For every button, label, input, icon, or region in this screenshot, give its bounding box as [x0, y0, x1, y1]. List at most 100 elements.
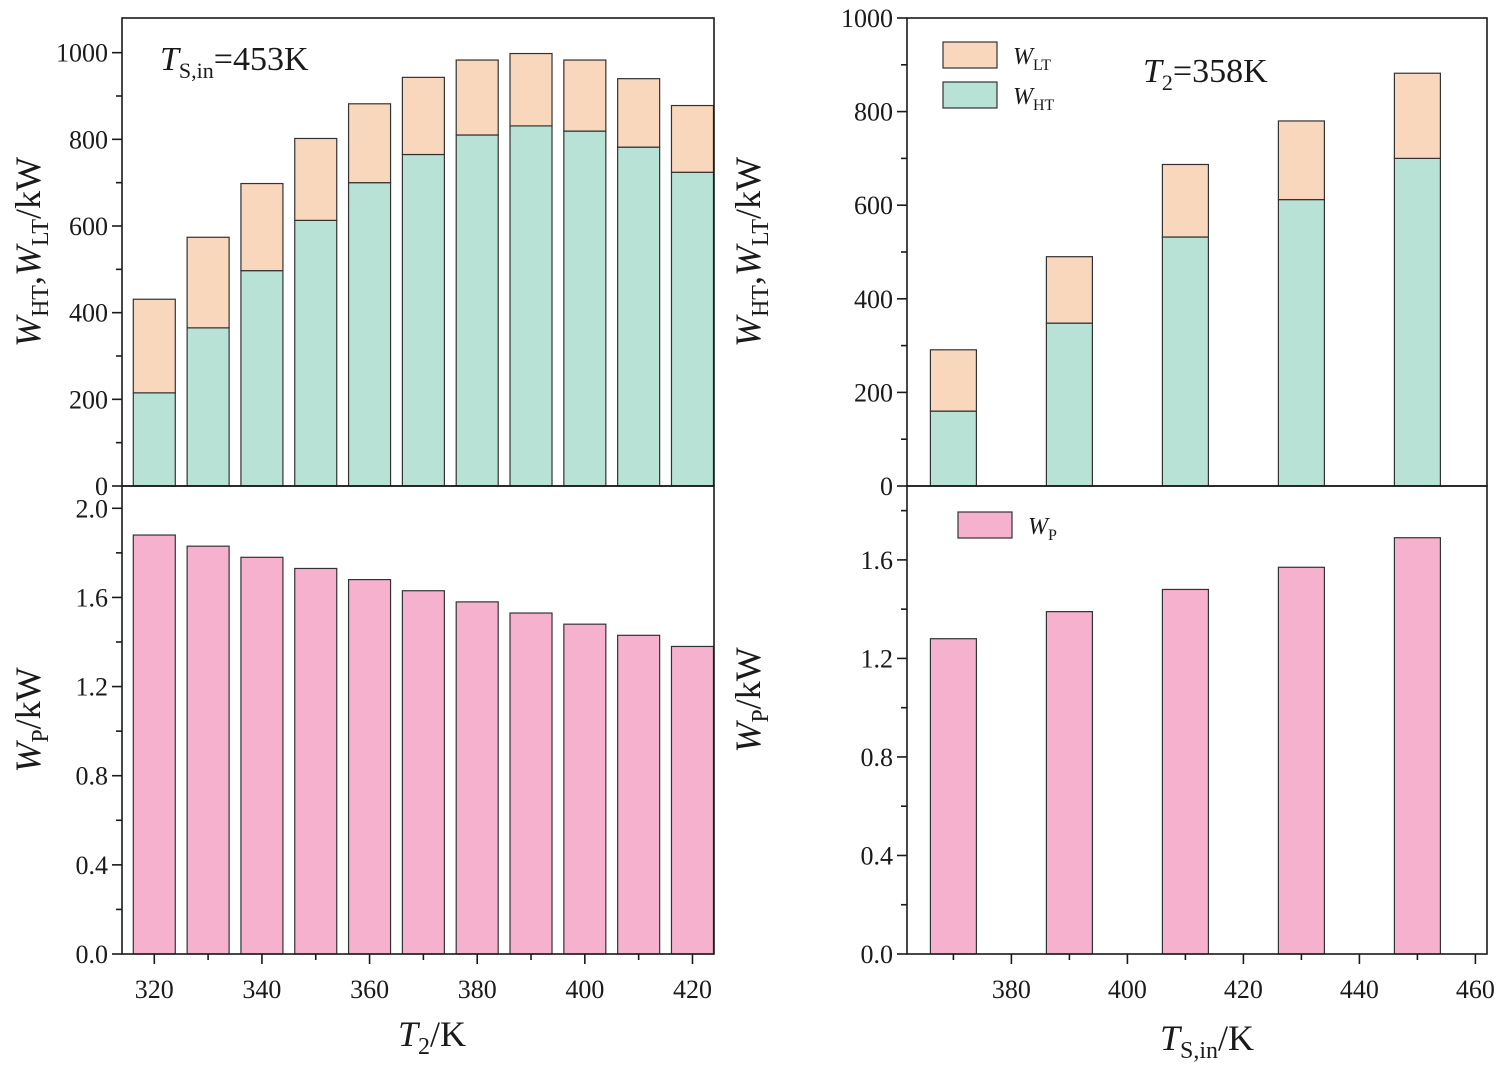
bar-w-lt [401, 76, 445, 156]
bar-w-ht [563, 130, 607, 487]
legend-label-w-lt: WLT [1013, 44, 1051, 74]
bar-w-lt [563, 59, 607, 132]
bar-w-lt [240, 182, 284, 272]
right-x-title: TS,in/K [1160, 1018, 1254, 1064]
y-tick-label: 1.2 [76, 673, 109, 702]
left-top-y-title: WHT,WLT/kW [8, 157, 54, 347]
right-bottom-y-axis: 0.0 0.4 0.8 1.2 1.6 [861, 509, 907, 969]
left-top-annotation: TS,in=453K [160, 41, 309, 83]
bar-w-ht [240, 270, 284, 487]
bar-w-lt [1393, 72, 1442, 160]
y-tick-label: 1000 [841, 4, 893, 33]
bar-w-p [1277, 566, 1326, 955]
bar-w-ht [617, 146, 661, 487]
bar-w-lt [1277, 120, 1326, 201]
y-tick-label: 400 [854, 285, 893, 314]
left-top-bars [132, 52, 715, 487]
x-tick-label: 460 [1456, 975, 1495, 1004]
bar-w-p [455, 601, 499, 955]
bar-w-p [186, 545, 230, 955]
y-tick-label: 0 [95, 472, 108, 501]
x-tick-label: 420 [673, 975, 712, 1004]
y-tick-label: 600 [854, 191, 893, 220]
legend-label-w-ht: WHT [1013, 84, 1055, 114]
left-panel: 0 200 400 600 800 1000 0.0 0.4 0.8 1.2 1.6 2.0 320… [8, 17, 715, 1060]
y-tick-label: 200 [69, 385, 108, 414]
y-tick-label: 0.8 [861, 743, 894, 772]
bar-w-p [1393, 537, 1442, 955]
right-bottom-y-title: WP/kW [728, 647, 774, 752]
legend-swatch-w-p [957, 511, 1013, 539]
bar-w-lt [455, 59, 499, 136]
bar-w-p [347, 578, 392, 955]
bar-w-ht [509, 125, 553, 487]
left-x-axis: 320 340 360 380 400 420 [135, 954, 712, 1004]
y-tick-label: 1.6 [861, 546, 894, 575]
y-tick-label: 0.8 [76, 762, 109, 791]
y-tick-label: 600 [69, 212, 108, 241]
y-tick-label: 200 [854, 378, 893, 407]
bar-w-ht [1277, 198, 1326, 487]
bar-w-p [929, 638, 978, 955]
legend-swatch-w-lt [942, 41, 998, 69]
bar-w-ht [347, 182, 392, 487]
right-bottom-plot-frame [906, 485, 1488, 955]
y-tick-label: 400 [69, 299, 108, 328]
y-tick-label: 800 [69, 125, 108, 154]
right-bottom-bars [929, 537, 1442, 955]
bar-w-ht [132, 392, 176, 487]
bar-w-lt [670, 104, 715, 173]
x-tick-label: 400 [565, 975, 604, 1004]
bar-w-p [670, 645, 715, 955]
bar-w-p [563, 623, 607, 955]
bar-w-lt [929, 349, 978, 412]
bar-w-p [1161, 588, 1210, 955]
bar-w-ht [401, 153, 445, 487]
bar-w-ht [929, 410, 978, 487]
right-top-bars [929, 72, 1442, 487]
bar-w-lt [617, 78, 661, 148]
y-tick-label: 1.2 [861, 644, 894, 673]
y-tick-label: 1000 [56, 39, 108, 68]
x-tick-label: 420 [1224, 975, 1263, 1004]
y-tick-label: 0.4 [76, 851, 109, 880]
bar-w-lt [132, 298, 176, 394]
bar-w-p [132, 534, 176, 955]
x-tick-label: 380 [992, 975, 1031, 1004]
bar-w-lt [186, 236, 230, 329]
bar-w-lt [1045, 256, 1094, 324]
bar-w-ht [455, 134, 499, 487]
left-bottom-bars [132, 534, 715, 955]
y-tick-label: 800 [854, 98, 893, 127]
left-bottom-y-axis: 0.0 0.4 0.8 1.2 1.6 2.0 [76, 494, 122, 969]
y-tick-label: 0.0 [76, 940, 109, 969]
x-tick-label: 320 [135, 975, 174, 1004]
y-tick-label: 0 [880, 472, 893, 501]
bar-w-ht [186, 327, 230, 487]
left-x-title: T2/K [398, 1014, 466, 1060]
x-tick-label: 440 [1340, 975, 1379, 1004]
right-top-annotation: T2=358K [1143, 53, 1268, 95]
bar-w-ht [1161, 236, 1210, 487]
right-x-axis: 380 400 420 440 460 [952, 954, 1495, 1004]
x-tick-label: 340 [242, 975, 281, 1004]
bar-w-ht [294, 219, 338, 487]
x-tick-label: 400 [1108, 975, 1147, 1004]
bar-w-lt [347, 103, 392, 184]
bar-w-ht [1393, 157, 1442, 487]
bar-w-ht [670, 171, 715, 487]
left-bottom-plot-frame [121, 485, 715, 955]
y-tick-label: 0.0 [861, 940, 894, 969]
right-panel: 0 200 400 600 800 1000 0.0 0.4 0.8 1.2 1.6 380 400… [728, 4, 1495, 1064]
bar-w-p [617, 634, 661, 955]
legend-label-w-p: WP [1028, 514, 1057, 544]
left-top-y-axis: 0 200 400 600 800 1000 [56, 39, 122, 501]
bar-w-lt [294, 137, 338, 221]
x-tick-label: 380 [458, 975, 497, 1004]
bar-w-p [509, 612, 553, 955]
bar-w-p [294, 567, 338, 955]
bar-w-p [240, 556, 284, 955]
y-tick-label: 0.4 [861, 841, 894, 870]
bar-w-lt [1161, 163, 1210, 238]
